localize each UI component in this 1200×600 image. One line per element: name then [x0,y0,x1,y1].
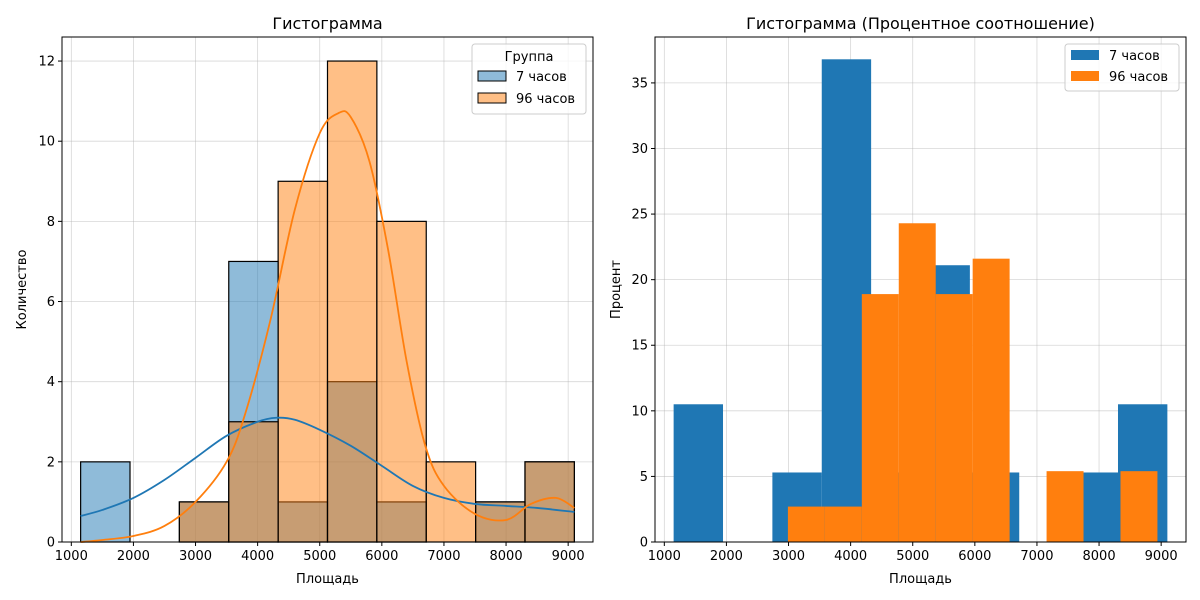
x-tick-label: 7000 [1020,549,1053,564]
x-tick-label: 4000 [834,549,867,564]
bar-96h [228,421,279,543]
y-tick-label: 25 [631,208,648,223]
x-tick-label: 8000 [490,549,523,564]
y-tick-label: 30 [631,142,648,157]
bar-96h [376,220,427,543]
x-axis-ticks: 1000 2000 3000 4000 5000 6000 7000 8000 9000 [648,542,1178,564]
legend: 7 часов 96 часов [1064,43,1180,92]
y-tick-label: 10 [631,404,648,419]
x-tick-label: 5000 [303,549,336,564]
y-tick-label: 6 [47,295,55,310]
x-tick-label: 4000 [241,549,274,564]
bar-96h [972,258,1010,542]
x-tick-label: 6000 [958,549,991,564]
x-axis-label: Площадь [296,572,359,587]
legend-label-7h: 7 часов [516,70,567,85]
x-tick-label: 6000 [365,549,398,564]
legend-swatch-7h [1071,50,1099,60]
y-tick-label: 0 [47,536,55,551]
percent-histogram-chart: 1000 2000 3000 4000 5000 6000 7000 8000 9000 0 5 1… [609,14,1187,587]
bar-96h [178,501,230,543]
legend-label-7h: 7 часов [1109,49,1160,64]
y-tick-label: 8 [47,215,55,230]
bar-96h [898,223,936,542]
chart-title: Гистограмма [272,14,382,33]
y-tick-label: 0 [640,536,648,551]
bar-96h [425,461,477,543]
bar-96h [475,501,526,543]
x-tick-label: 9000 [552,549,585,564]
x-axis-label: Площадь [889,572,952,587]
legend-swatch-96h [477,92,507,104]
legend-title: Группа [505,50,554,65]
bar-96h [824,506,862,542]
y-axis-label: Процент [609,260,624,319]
legend-swatch-7h [477,70,507,82]
bar-96h [326,60,378,543]
y-tick-label: 5 [640,470,648,485]
kde-line-7h [80,416,575,517]
bar-96h [861,294,899,542]
kde-line-96h [80,110,575,543]
bar-7h [673,404,724,542]
count-histogram-chart: 1000 2000 3000 4000 5000 6000 7000 8000 9000 0 2 4… [15,14,594,587]
bar-96h [1046,471,1084,542]
y-tick-label: 15 [631,339,648,354]
y-tick-label: 4 [47,375,55,390]
y-tick-label: 12 [38,55,55,70]
legend-label-96h: 96 часов [516,92,575,107]
x-tick-label: 2000 [710,549,743,564]
x-tick-label: 8000 [1083,549,1116,564]
x-tick-label: 1000 [648,549,681,564]
legend-swatch-96h [1071,71,1099,81]
legend: Группа 7 часов 96 часов [471,43,587,115]
chart-title: Гистограмма (Процентное соотношение) [746,14,1095,33]
plot-frame [61,36,594,543]
bar-96h [277,180,329,543]
y-axis-ticks: 0 2 4 6 8 10 12 [38,55,62,551]
bar-96h [787,506,825,542]
y-tick-label: 2 [47,455,55,470]
bar-96h [1120,471,1158,542]
y-axis-ticks: 0 5 10 15 20 25 30 35 [631,76,655,551]
x-tick-label: 3000 [179,549,212,564]
x-tick-label: 5000 [896,549,929,564]
y-tick-label: 20 [631,273,648,288]
legend-label-96h: 96 часов [1109,70,1168,85]
x-tick-label: 3000 [772,549,805,564]
plot-frame [654,36,1187,543]
x-tick-label: 9000 [1145,549,1178,564]
x-tick-label: 7000 [427,549,460,564]
x-axis-ticks: 1000 2000 3000 4000 5000 6000 7000 8000 9000 [55,542,585,564]
y-axis-label: Количество [15,249,30,329]
x-tick-label: 1000 [55,549,88,564]
y-tick-label: 10 [38,135,55,150]
kde-curves [80,110,575,543]
bar-96h [935,294,973,542]
x-tick-label: 2000 [117,549,150,564]
y-tick-label: 35 [631,76,648,91]
histogram-bars [673,59,1168,542]
